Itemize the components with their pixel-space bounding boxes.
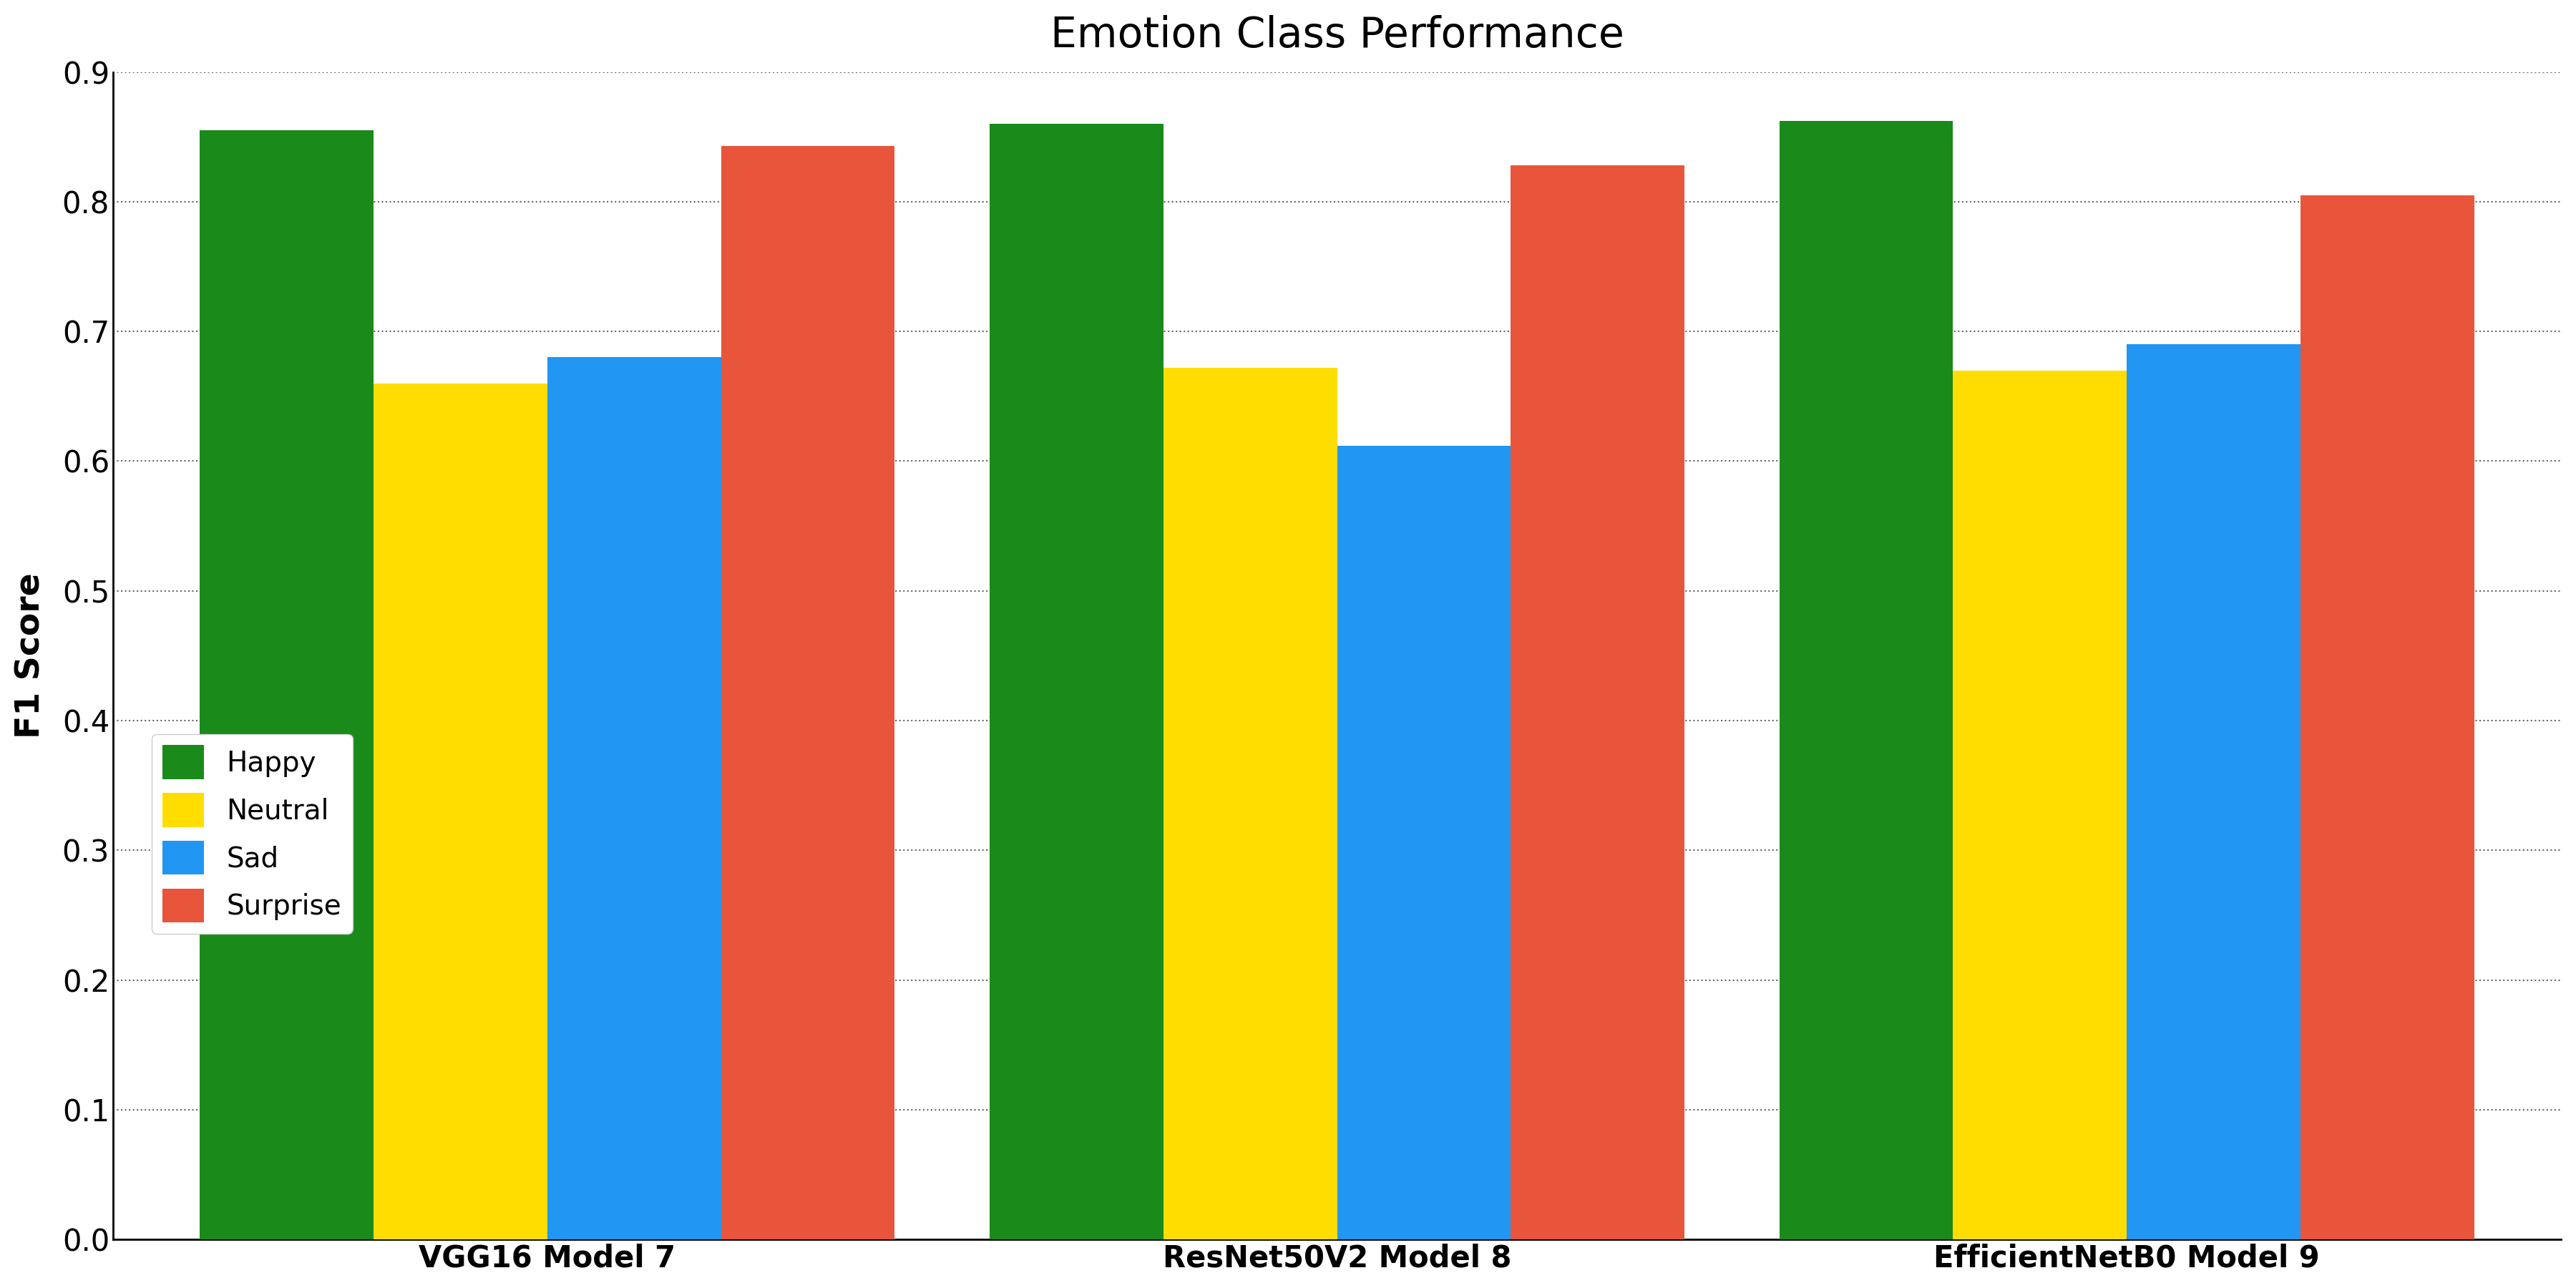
Title: Emotion Class Performance: Emotion Class Performance — [1051, 15, 1623, 55]
Bar — [1953, 371, 2128, 1239]
Bar — [201, 130, 374, 1239]
Bar — [1510, 165, 1685, 1239]
Bar — [2128, 344, 2300, 1239]
Bar — [989, 124, 1164, 1239]
Bar — [546, 357, 721, 1239]
Bar — [721, 146, 894, 1239]
Bar — [2300, 196, 2473, 1239]
Legend: Happy, Neutral, Sad, Surprise: Happy, Neutral, Sad, Surprise — [152, 734, 353, 934]
Y-axis label: F1 Score: F1 Score — [15, 573, 46, 738]
Bar — [1780, 121, 1953, 1239]
Bar — [374, 384, 546, 1239]
Bar — [1337, 446, 1510, 1239]
Bar — [1164, 368, 1337, 1239]
